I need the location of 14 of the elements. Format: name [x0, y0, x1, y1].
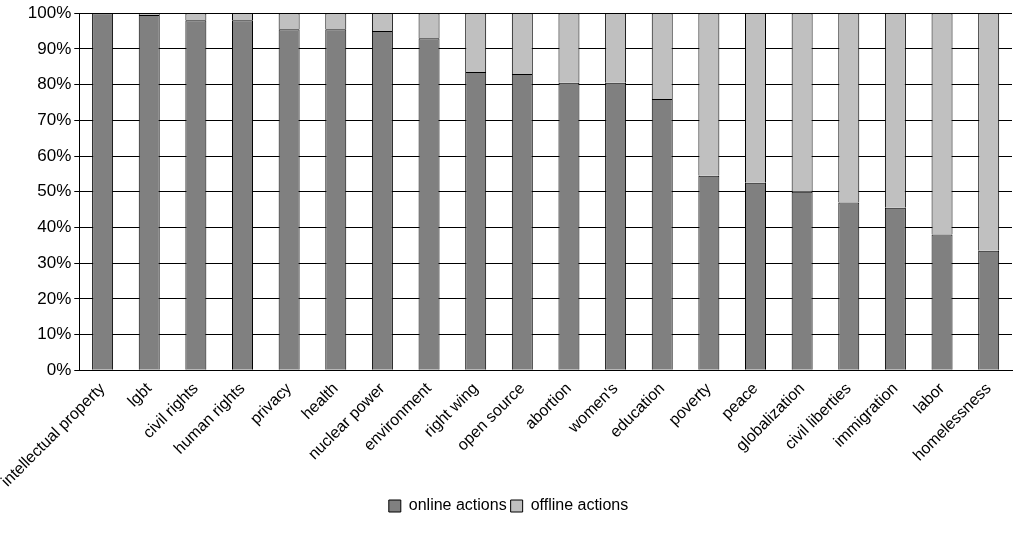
y-tick-label: 10%: [37, 324, 72, 344]
y-tick-label: 90%: [37, 38, 72, 58]
y-tick-label: 20%: [37, 288, 72, 308]
y-tick-label: 50%: [37, 181, 72, 201]
y-tick-label: 30%: [37, 252, 72, 272]
y-tick-label: 0%: [46, 360, 72, 380]
x-tick-label: lgbt: [124, 378, 155, 410]
y-tick-label: 40%: [37, 217, 72, 237]
y-tick-label: 70%: [37, 110, 72, 130]
y-tick-label: 60%: [37, 145, 72, 165]
legend-label: offline actions: [530, 496, 629, 514]
y-tick-label: 100%: [27, 2, 72, 22]
y-tick-label: 80%: [37, 74, 72, 94]
legend-label: online actions: [408, 496, 507, 514]
